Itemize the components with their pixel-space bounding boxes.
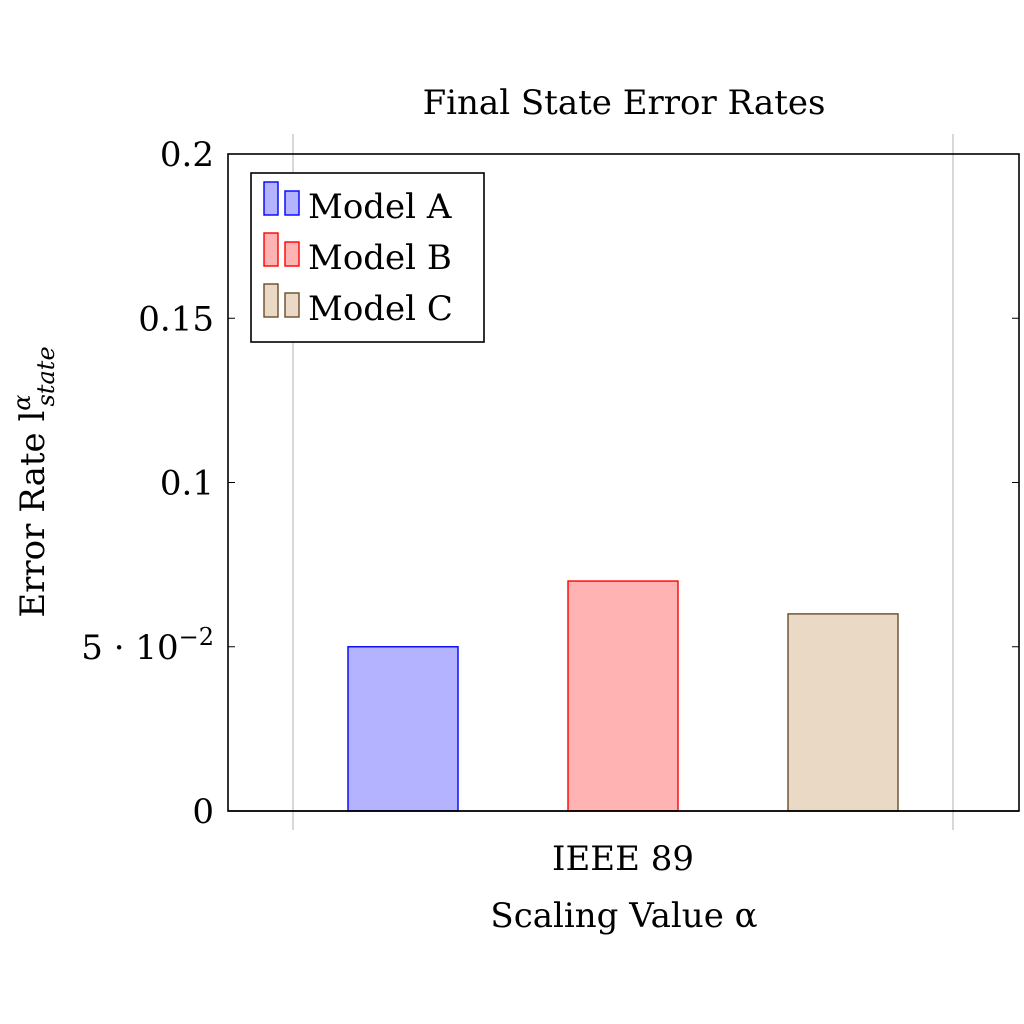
legend-swatch (284, 241, 300, 267)
y-tick-label: 0.1 (160, 464, 214, 504)
legend-swatch (263, 181, 279, 216)
y-axis-label: Error Rate lαstate (8, 346, 60, 617)
bars (228, 580, 1019, 812)
y-tick-label: 5 · 10−2 (81, 623, 214, 668)
y-axis-label-sup: α (8, 394, 36, 410)
bar-model-c (787, 613, 899, 812)
legend-swatch (263, 283, 279, 318)
y-tick-label: 0.15 (138, 299, 214, 339)
legend-swatch (263, 232, 279, 267)
legend-label: Model C (308, 289, 453, 329)
bar-model-a (347, 646, 459, 812)
x-tick-label: IEEE 89 (552, 839, 694, 879)
y-tick-label: 0 (192, 792, 214, 832)
y-axis-ticks: 0 5 · 10−2 0.1 0.15 0.2 (81, 135, 1019, 832)
chart-title: Final State Error Rates (423, 83, 826, 123)
legend-swatch (284, 190, 300, 216)
x-axis-ticks: IEEE 89 (552, 839, 694, 879)
legend-swatch (284, 292, 300, 318)
y-tick-label: 0.2 (160, 135, 214, 175)
y-axis-label-sub: state (32, 346, 60, 406)
legend-label: Model A (308, 187, 452, 227)
x-axis-label: Scaling Value α (490, 896, 757, 936)
legend-label: Model B (308, 238, 452, 278)
bar-model-b (567, 580, 679, 812)
legend: Model A Model B Model C (250, 172, 485, 343)
y-axis-label-main: Error Rate l (13, 411, 53, 618)
